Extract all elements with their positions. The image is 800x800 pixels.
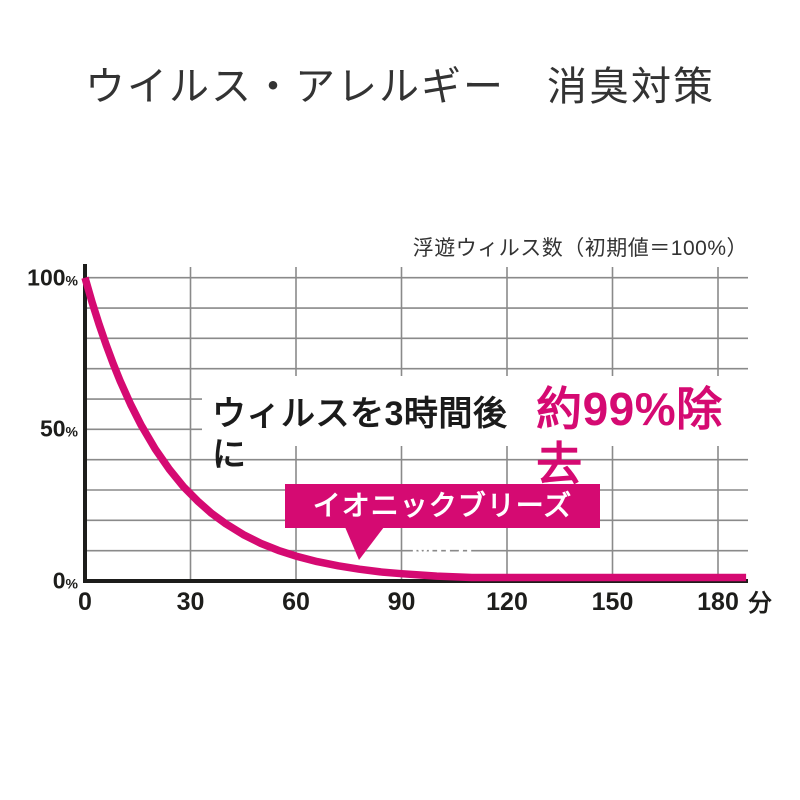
y-tick-percent-suffix: % <box>65 575 78 592</box>
decay-curve <box>81 276 747 582</box>
x-tick-label: 60 <box>282 588 310 616</box>
y-tick-value: 50 <box>39 415 66 442</box>
x-tick-label: 150 <box>591 588 634 616</box>
y-tick-percent-suffix: % <box>65 272 78 289</box>
x-tick-label: 0 <box>78 588 92 616</box>
y-tick-value: 0 <box>52 567 66 594</box>
y-tick-label: 100% <box>16 266 78 289</box>
claim-text: ウィルスを3時間後に 約99%除去 <box>202 376 758 490</box>
y-tick-label: 50% <box>16 415 78 442</box>
x-tick-label: 180 <box>697 588 739 616</box>
x-tick-label: 120 <box>486 588 528 616</box>
y-tick-percent-suffix: % <box>65 423 78 440</box>
page-title: ウイルス・アレルギー 消臭対策 <box>85 65 715 109</box>
x-axis-unit-label: 分 <box>748 590 772 617</box>
y-tick-label: 0% <box>16 567 78 594</box>
x-tick-label: 90 <box>387 588 416 616</box>
callout-tail-icon <box>345 527 384 560</box>
claim-highlight: 約99%除去 <box>536 383 723 491</box>
chart-note: 浮遊ウィルス数（初期値＝100%） <box>412 237 748 260</box>
product-callout-label: イオニックブリーズ MIDI <box>312 490 573 565</box>
claim-prefix: ウィルスを3時間後に <box>212 395 508 474</box>
y-tick-value: 100 <box>27 264 66 291</box>
x-tick-label: 30 <box>176 588 205 616</box>
product-callout: イオニックブリーズ MIDI <box>285 484 600 565</box>
